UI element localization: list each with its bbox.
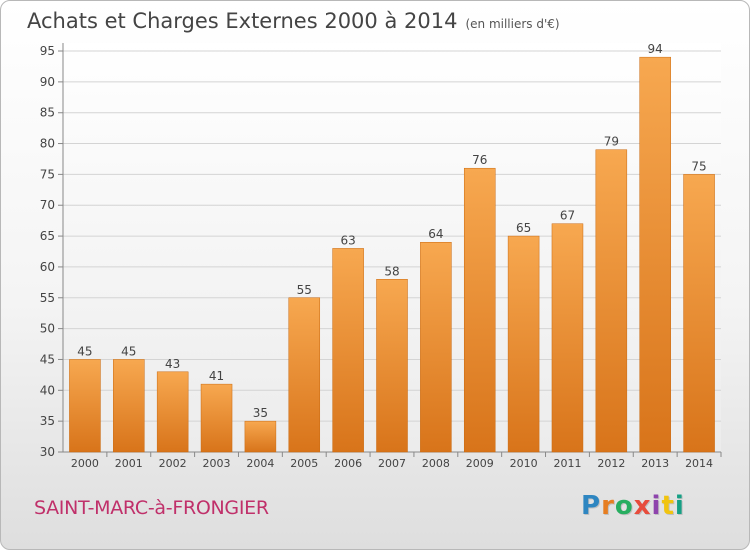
data-label: 45 xyxy=(121,344,136,358)
y-tick-label: 70 xyxy=(40,198,55,212)
data-label: 64 xyxy=(428,227,443,241)
x-tick-label: 2003 xyxy=(203,457,231,470)
bar xyxy=(420,241,452,453)
data-label: 41 xyxy=(209,369,224,383)
chart-title: Achats et Charges Externes 2000 à 2014 (e… xyxy=(27,9,560,33)
x-tick-label: 2004 xyxy=(246,457,274,470)
data-label: 94 xyxy=(648,42,663,56)
bar xyxy=(156,371,189,453)
bar xyxy=(332,248,364,453)
x-tick-label: 2012 xyxy=(597,457,625,470)
logo-letter: x xyxy=(633,491,652,521)
bar xyxy=(69,359,101,453)
bar xyxy=(683,174,715,453)
y-tick-label: 35 xyxy=(40,414,55,428)
y-tick-label: 60 xyxy=(40,260,55,274)
y-tick-label: 65 xyxy=(40,229,55,243)
bar xyxy=(507,235,540,453)
x-tick-label: 2007 xyxy=(378,457,406,470)
logo-letter: o xyxy=(614,491,634,521)
bar xyxy=(113,359,145,453)
data-label: 79 xyxy=(604,135,619,149)
data-label: 35 xyxy=(253,406,268,420)
bar xyxy=(200,383,233,453)
commune-name: SAINT-MARC-à-FRONGIER xyxy=(34,497,269,519)
x-tick-label: 2010 xyxy=(510,457,538,470)
bar xyxy=(244,420,277,453)
data-label: 43 xyxy=(165,357,180,371)
logo-letter: t xyxy=(661,491,675,521)
y-tick-label: 30 xyxy=(40,445,55,459)
bar xyxy=(463,167,496,453)
data-label: 55 xyxy=(297,283,312,297)
data-label: 76 xyxy=(472,153,487,167)
x-tick-label: 2000 xyxy=(71,457,99,470)
bar xyxy=(376,279,408,453)
y-tick-label: 75 xyxy=(40,167,55,181)
y-tick-label: 80 xyxy=(40,137,55,151)
logo-letter: i xyxy=(651,491,662,521)
x-tick-label: 2002 xyxy=(159,457,187,470)
bar xyxy=(288,297,321,453)
data-label: 65 xyxy=(516,221,531,235)
logo-letter: i xyxy=(674,491,685,521)
x-tick-label: 2013 xyxy=(641,457,669,470)
x-tick-label: 2008 xyxy=(422,457,450,470)
data-label: 45 xyxy=(77,344,92,358)
chart-title-text: Achats et Charges Externes 2000 à 2014 xyxy=(27,9,458,33)
y-tick-label: 95 xyxy=(40,44,55,58)
y-tick-label: 85 xyxy=(40,106,55,120)
bar xyxy=(595,149,628,453)
x-tick-label: 2014 xyxy=(685,457,713,470)
x-tick-label: 2001 xyxy=(115,457,143,470)
bar xyxy=(551,223,584,453)
data-label: 75 xyxy=(691,159,706,173)
x-tick-label: 2006 xyxy=(334,457,362,470)
x-tick-label: 2009 xyxy=(466,457,494,470)
data-label: 63 xyxy=(340,233,355,247)
y-tick-label: 40 xyxy=(40,383,55,397)
x-tick-label: 2011 xyxy=(553,457,581,470)
chart-unit: (en milliers d'€) xyxy=(465,17,560,31)
data-label: 58 xyxy=(384,264,399,278)
y-tick-label: 45 xyxy=(40,352,55,366)
x-tick-label: 2005 xyxy=(290,457,318,470)
logo-letter: r xyxy=(601,491,615,521)
logo-letter: P xyxy=(581,491,602,521)
data-label: 67 xyxy=(560,209,575,223)
y-tick-label: 55 xyxy=(40,291,55,305)
proxiti-logo: Proxiti xyxy=(581,491,685,521)
y-tick-label: 90 xyxy=(40,75,55,89)
bar xyxy=(639,56,671,453)
y-tick-label: 50 xyxy=(40,322,55,336)
